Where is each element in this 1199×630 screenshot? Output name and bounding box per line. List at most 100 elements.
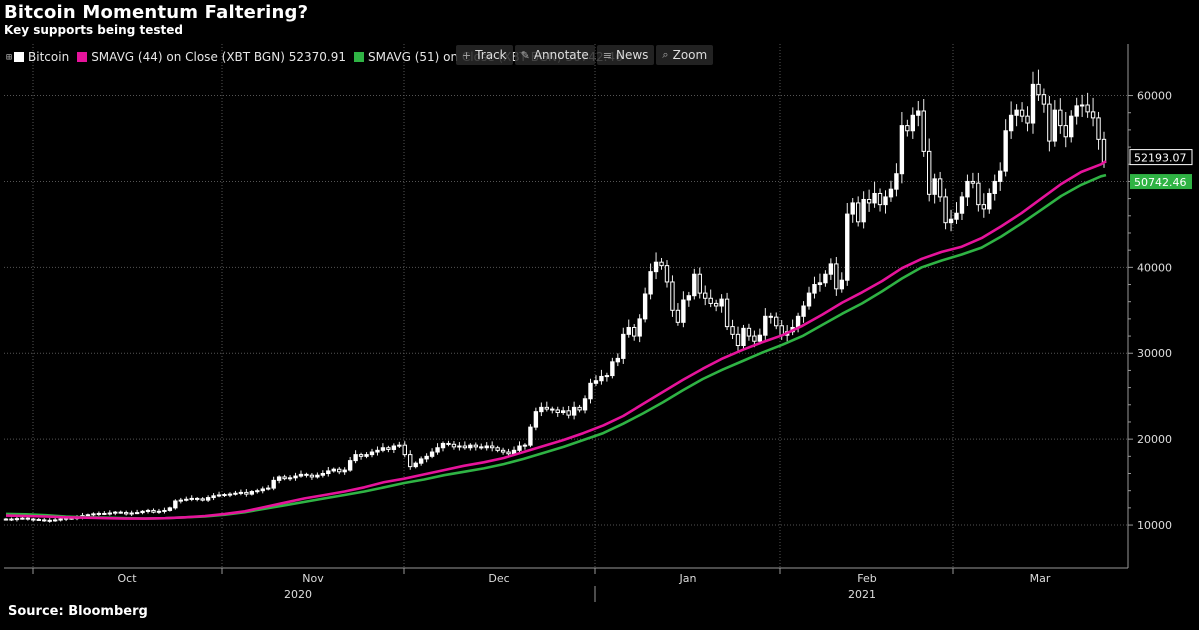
candle bbox=[129, 510, 134, 517]
candle bbox=[134, 509, 140, 515]
candle-body bbox=[561, 410, 566, 414]
candle-body bbox=[817, 282, 823, 286]
candle bbox=[987, 188, 992, 214]
y-tick-label: 10000 bbox=[1137, 519, 1172, 532]
candle bbox=[724, 292, 730, 331]
candle-body bbox=[91, 513, 96, 516]
candle bbox=[561, 406, 566, 415]
candle bbox=[872, 181, 877, 208]
candle bbox=[812, 276, 817, 299]
zoom-button-label: Zoom bbox=[672, 48, 708, 62]
candle bbox=[763, 308, 768, 340]
candle bbox=[418, 456, 424, 466]
candle-body bbox=[222, 494, 227, 497]
candle-body bbox=[998, 170, 1003, 182]
candle bbox=[216, 491, 222, 498]
candle bbox=[397, 441, 402, 448]
axes: 100002000030000400005000060000OctNovDecJ… bbox=[4, 44, 1193, 602]
candle-body bbox=[386, 447, 391, 450]
candle bbox=[894, 163, 899, 197]
candle-body bbox=[205, 497, 211, 501]
candle-body bbox=[36, 518, 41, 521]
candle bbox=[462, 441, 468, 450]
candle bbox=[708, 289, 713, 308]
candle-body bbox=[413, 462, 418, 468]
candle-body bbox=[123, 512, 129, 515]
candle bbox=[500, 447, 506, 455]
candle bbox=[189, 495, 194, 502]
candle bbox=[582, 395, 588, 414]
annotate-button-label: Annotate bbox=[533, 48, 589, 62]
candle bbox=[637, 314, 642, 343]
news-button-label: News bbox=[615, 48, 649, 62]
candle bbox=[976, 172, 981, 212]
candle-body bbox=[943, 196, 948, 224]
last-price-sma51-bg bbox=[1130, 174, 1192, 190]
candle bbox=[1096, 111, 1101, 150]
candle bbox=[102, 511, 107, 516]
y-tick-label: 60000 bbox=[1137, 90, 1172, 103]
zoom-button[interactable]: ⌕ Zoom bbox=[656, 45, 714, 65]
candle bbox=[910, 107, 915, 139]
candle bbox=[801, 301, 806, 323]
candle bbox=[741, 324, 746, 349]
candle bbox=[970, 172, 976, 189]
candle-body bbox=[626, 326, 631, 335]
candle bbox=[151, 508, 156, 514]
candle-body bbox=[233, 492, 238, 495]
candle-body bbox=[9, 518, 14, 521]
candle bbox=[353, 450, 358, 464]
candle bbox=[855, 196, 861, 227]
candle-body bbox=[342, 469, 347, 473]
candle-body bbox=[211, 495, 216, 499]
candle bbox=[495, 445, 500, 453]
candle-body bbox=[58, 518, 63, 521]
track-button[interactable]: + Track bbox=[456, 45, 513, 65]
candle bbox=[178, 497, 183, 504]
candle-body bbox=[555, 409, 560, 414]
candle bbox=[145, 508, 151, 514]
candle bbox=[58, 517, 63, 522]
candle-body bbox=[380, 447, 386, 451]
candle bbox=[981, 193, 987, 218]
last-price-sma51-text: 50742.46 bbox=[1134, 176, 1187, 189]
news-button[interactable]: ≡ News bbox=[596, 45, 655, 65]
track-button-label: Track bbox=[475, 48, 507, 62]
candle-body bbox=[834, 263, 839, 290]
candle bbox=[648, 263, 653, 300]
candle-body bbox=[681, 299, 686, 323]
candle bbox=[156, 508, 162, 514]
legend-expand-icon[interactable]: ⊞ bbox=[6, 51, 13, 63]
candle-body bbox=[823, 273, 828, 284]
candle bbox=[539, 402, 544, 417]
candle bbox=[730, 319, 735, 340]
candle-body bbox=[151, 509, 156, 513]
candle-body bbox=[632, 326, 637, 337]
candle bbox=[774, 312, 779, 330]
candle-body bbox=[599, 375, 604, 382]
candle bbox=[195, 497, 200, 502]
candle bbox=[331, 467, 336, 473]
candle-body bbox=[566, 410, 571, 416]
candle bbox=[866, 189, 872, 212]
candle bbox=[1079, 94, 1085, 117]
x-year-label: 2020 bbox=[284, 588, 312, 601]
candle-body bbox=[145, 509, 151, 512]
candle bbox=[249, 490, 255, 496]
annotate-button[interactable]: ✎ Annotate bbox=[514, 45, 595, 65]
candle-body bbox=[479, 446, 484, 449]
candle-body bbox=[550, 408, 555, 411]
candle-body bbox=[932, 178, 937, 195]
candle-body bbox=[451, 443, 457, 448]
candle-body bbox=[604, 375, 610, 378]
candle-body bbox=[948, 218, 954, 224]
candle bbox=[315, 472, 320, 479]
candle bbox=[260, 486, 265, 494]
candle-body bbox=[795, 315, 801, 328]
candle bbox=[599, 369, 604, 385]
y-tick-label: 20000 bbox=[1137, 433, 1172, 446]
candle-body bbox=[659, 261, 664, 267]
candle-body bbox=[610, 361, 615, 377]
candle-body bbox=[697, 273, 702, 294]
